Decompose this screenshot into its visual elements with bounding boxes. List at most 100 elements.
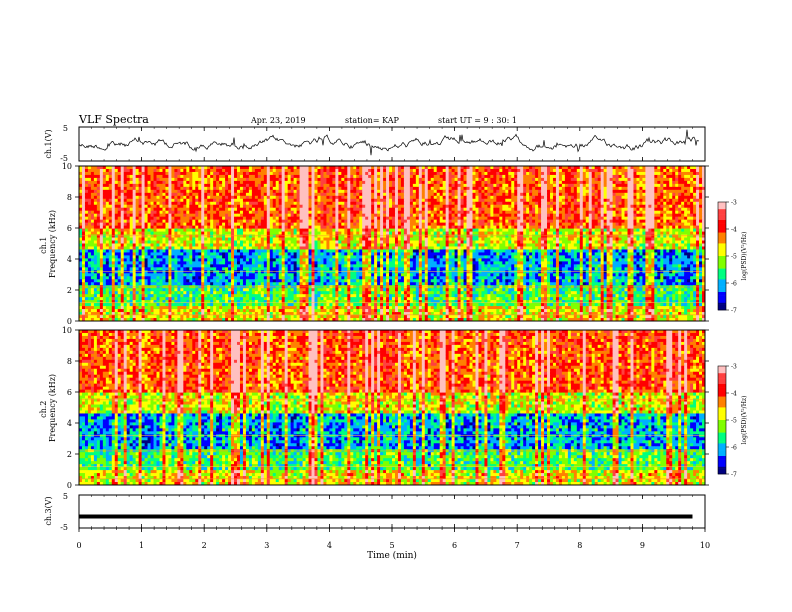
spectrogram-cell: [150, 174, 154, 179]
spectrogram-cell: [290, 166, 295, 170]
spectrogram-cell: [487, 183, 491, 188]
spectrogram-cell: [469, 213, 473, 218]
spectrogram-cell: [380, 168, 384, 173]
spectrogram-cell: [278, 204, 283, 209]
spectrogram-cell: [588, 204, 593, 209]
spectrogram-cell: [600, 225, 605, 229]
spectrogram-cell: [183, 192, 187, 197]
spectrogram-cell: [219, 222, 223, 227]
spectrogram-cell: [567, 183, 572, 188]
spectrogram-cell: [421, 171, 426, 176]
spectrogram-cell: [120, 168, 125, 173]
spectrogram-cell: [323, 207, 327, 212]
spectrogram-cell: [514, 201, 518, 206]
spectrogram-cell: [409, 216, 414, 221]
spectrogram-cell: [582, 189, 587, 194]
spectrogram-cell: [204, 204, 208, 209]
spectrogram-cell: [496, 213, 500, 218]
spectrogram-cell: [520, 225, 524, 229]
spectrogram-cell: [585, 189, 590, 194]
spectrogram-cell: [108, 177, 113, 182]
spectrogram-cell: [248, 174, 253, 179]
spectrogram-cell: [147, 207, 151, 212]
spectrogram-cell: [222, 174, 226, 179]
spectrogram-cell: [487, 168, 491, 173]
spectrogram-cell: [678, 180, 682, 185]
spectrogram-cell: [228, 168, 232, 173]
spectrogram-cell: [144, 168, 148, 173]
spectrogram-cell: [418, 204, 423, 209]
spectrogram-cell: [621, 222, 625, 227]
spectrogram-cell: [344, 174, 348, 179]
spectrogram-cell: [514, 174, 518, 179]
spectrogram-cell: [177, 228, 181, 232]
spectrogram-cell: [320, 231, 324, 235]
spectrogram-cell: [129, 177, 134, 182]
spectrogram-cell: [365, 219, 369, 224]
spectrogram-cell: [284, 186, 289, 191]
spectrogram-cell: [558, 168, 563, 173]
spectrogram-cell: [487, 195, 491, 200]
spectrogram-cell: [177, 174, 181, 179]
spectrogram-cell: [156, 195, 160, 200]
spectrogram-cell: [633, 183, 637, 188]
spectrogram-cell: [168, 195, 172, 200]
spectrogram-cell: [579, 168, 584, 173]
spectrogram-cell: [561, 171, 566, 176]
spectrogram-cell: [356, 231, 360, 235]
spectrogram-cell: [612, 213, 616, 218]
spectrogram-cell: [460, 166, 464, 170]
spectrogram-cell: [234, 207, 238, 212]
spectrogram-cell: [573, 183, 578, 188]
spectrogram-cell: [114, 225, 119, 229]
spectrogram-cell: [514, 195, 518, 200]
spectrogram-cell: [174, 216, 178, 221]
spectrogram-cell: [526, 213, 530, 218]
spectrogram-cell: [454, 166, 458, 170]
spectrogram-cell: [141, 231, 145, 235]
spectrogram-cell: [272, 204, 277, 209]
spectrogram-cell: [320, 225, 324, 229]
spectrogram-cell: [383, 216, 387, 221]
spectrogram-cell: [335, 171, 339, 176]
spectrogram-cell: [344, 201, 348, 206]
spectrogram-cell: [433, 174, 438, 179]
spectrogram-cell: [90, 186, 95, 191]
spectrogram-cell: [433, 213, 438, 218]
spectrogram-cell: [484, 219, 488, 224]
spectrogram-cell: [257, 216, 262, 221]
spectrogram-cell: [186, 204, 190, 209]
spectrogram-cell: [481, 222, 485, 227]
start-time-label: start UT = 9 : 30: 1: [438, 116, 517, 125]
spectrogram-cell: [451, 189, 455, 194]
spectrogram-cell: [517, 207, 521, 212]
spectrogram-cell: [702, 201, 706, 206]
spectrogram-cell: [639, 213, 643, 218]
spectrogram-cell: [216, 183, 220, 188]
spectrogram-cell: [251, 198, 256, 203]
spectrogram-cell: [320, 219, 324, 224]
spectrogram-cell: [535, 177, 539, 182]
spectrogram-cell: [99, 183, 104, 188]
spectrogram-cell: [529, 189, 533, 194]
spectrogram-cell: [549, 180, 554, 185]
spectrogram-cell: [99, 219, 104, 224]
spectrogram-cell: [257, 174, 262, 179]
spectrogram-cell: [138, 228, 142, 232]
spectrogram-cell: [186, 231, 190, 235]
spectrogram-cell: [374, 168, 378, 173]
spectrogram-cell: [162, 198, 166, 203]
spectrogram-cell: [558, 189, 563, 194]
spectrogram-cell: [371, 168, 375, 173]
spectrogram-cell: [687, 174, 691, 179]
spectrogram-cell: [231, 171, 235, 176]
spectrogram-cell: [281, 168, 286, 173]
spectrogram-cell: [305, 192, 309, 197]
spectrogram-cell: [296, 231, 300, 235]
spectrogram-cell: [180, 180, 184, 185]
spectrogram-cell: [219, 166, 223, 170]
spectrogram-cell: [475, 186, 479, 191]
spectrogram-cell: [436, 177, 441, 182]
spectrogram-cell: [409, 225, 414, 229]
spectrogram-cell: [412, 183, 417, 188]
